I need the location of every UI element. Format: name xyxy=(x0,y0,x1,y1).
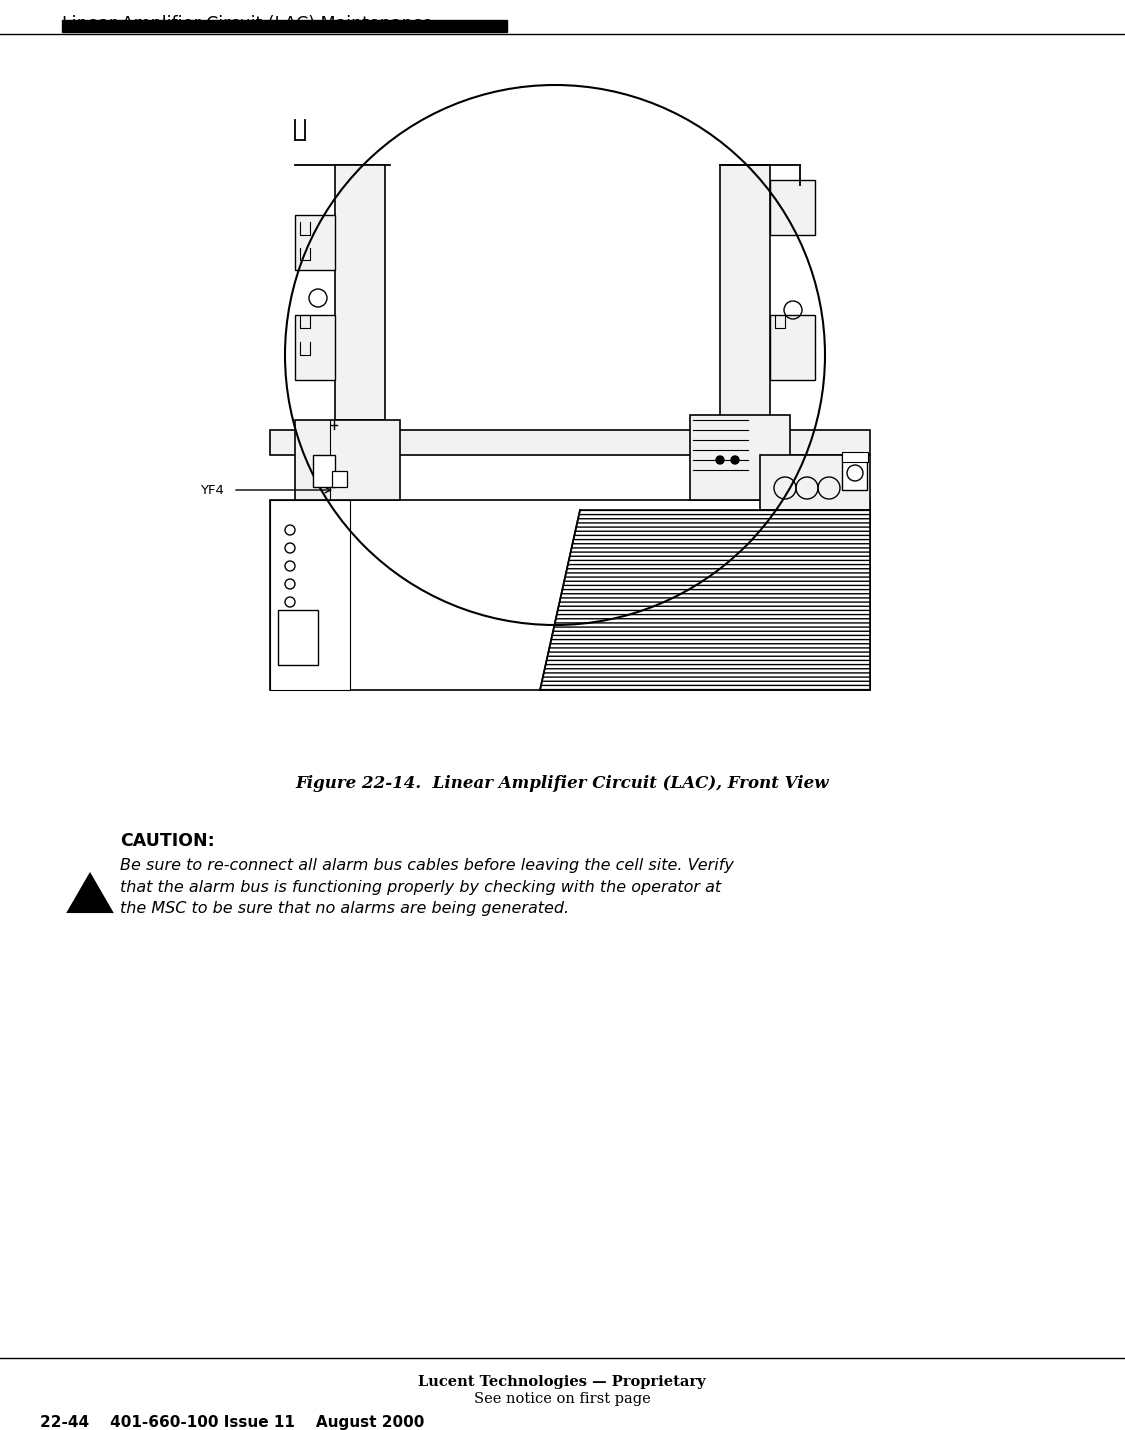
Text: Be sure to re-connect all alarm bus cables before leaving the cell site. Verify
: Be sure to re-connect all alarm bus cabl… xyxy=(120,858,734,917)
Bar xyxy=(295,420,400,500)
Bar xyxy=(278,611,318,665)
Bar xyxy=(842,455,867,490)
Bar xyxy=(62,20,507,31)
Text: Figure 22-14.  Linear Amplifier Circuit (LAC), Front View: Figure 22-14. Linear Amplifier Circuit (… xyxy=(295,775,829,792)
Bar xyxy=(335,164,385,420)
Text: CAUTION:: CAUTION: xyxy=(120,832,215,849)
Text: Lucent Technologies — Proprietary: Lucent Technologies — Proprietary xyxy=(418,1376,705,1389)
Polygon shape xyxy=(68,874,112,912)
Bar xyxy=(770,180,814,235)
Bar xyxy=(270,430,870,455)
Bar xyxy=(770,315,814,380)
Bar xyxy=(842,452,868,462)
Polygon shape xyxy=(540,511,870,691)
Bar xyxy=(270,500,870,691)
Circle shape xyxy=(716,456,724,463)
Bar xyxy=(313,455,335,488)
Bar xyxy=(295,315,335,380)
Bar xyxy=(760,455,870,511)
Text: !: ! xyxy=(86,847,94,867)
Text: 22-44    401-660-100 Issue 11    August 2000: 22-44 401-660-100 Issue 11 August 2000 xyxy=(40,1416,424,1430)
Text: See notice on first page: See notice on first page xyxy=(474,1391,650,1406)
Bar xyxy=(332,470,346,488)
Bar xyxy=(295,214,335,270)
Circle shape xyxy=(731,456,739,463)
Bar xyxy=(690,415,790,500)
Text: Linear Amplifier Circuit (LAC) Maintenance: Linear Amplifier Circuit (LAC) Maintenan… xyxy=(62,14,433,33)
Text: YF4: YF4 xyxy=(200,483,224,496)
Bar xyxy=(270,500,350,691)
Bar xyxy=(720,164,770,420)
